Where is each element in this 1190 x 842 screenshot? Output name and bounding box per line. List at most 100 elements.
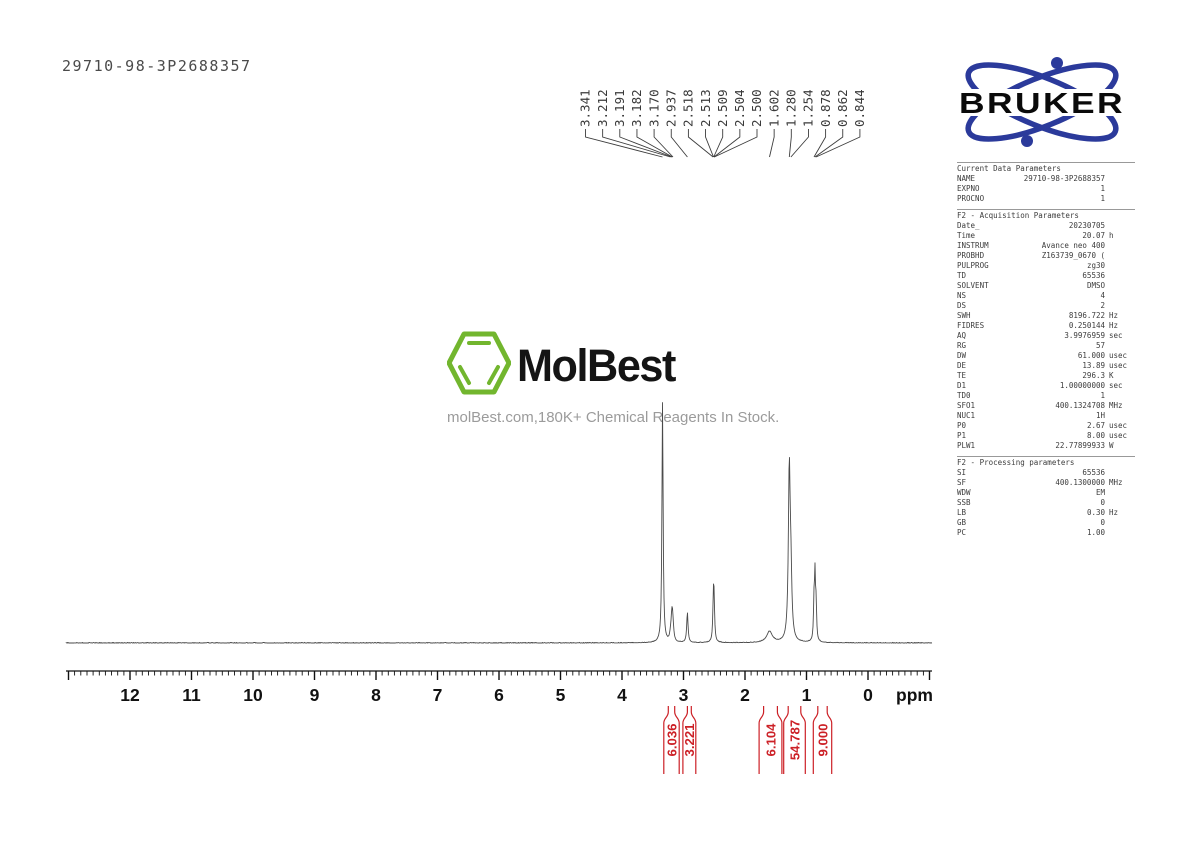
param-label: SWH [957, 311, 971, 320]
param-row: NS 4 [957, 291, 1135, 301]
integral-right-delimiter [800, 706, 806, 774]
param-label: PULPROG [957, 261, 989, 270]
leader-line [619, 129, 672, 158]
axis-tick-label: 11 [182, 685, 201, 705]
leader-line [813, 129, 827, 158]
peak-label-leader-lines [585, 129, 861, 158]
leader-line [602, 129, 671, 158]
param-section-header: F2 - Processing parameters [957, 458, 1075, 467]
param-row: PLW1 22.77899933 W [957, 441, 1135, 451]
leader-line [814, 129, 844, 158]
param-section: F2 - Acquisition Parameters Date_ 20230705… [957, 209, 1135, 451]
param-value: 29710-98-3P2688357 [1023, 174, 1105, 183]
param-value: 13.89 [1082, 361, 1105, 370]
param-row: LB 0.30 Hz [957, 508, 1135, 518]
param-label: RG [957, 341, 967, 350]
integral-right-delimiter [776, 706, 783, 774]
param-row: TE 296.3 K [957, 371, 1135, 381]
integral-right-delimiter [826, 706, 833, 774]
bruker-ellipses-icon [965, 62, 1119, 142]
axis-tick-label: 9 [310, 685, 320, 705]
integral-left-delimiter [682, 706, 688, 774]
param-label: TD [957, 271, 967, 280]
molbest-watermark: MolBest molBest.com,180K+ Chemical Reage… [447, 329, 779, 426]
leader-line [714, 129, 758, 158]
param-label: PC [957, 528, 967, 537]
param-label: GB [957, 518, 967, 527]
param-label: SF [957, 478, 967, 487]
integral-left-delimiter [812, 706, 819, 774]
axis-tick-label: 8 [371, 685, 381, 705]
peak-label: 2.937 [664, 89, 679, 127]
peak-label: 0.862 [835, 89, 850, 127]
integral-right-delimiter [690, 706, 697, 774]
peak-label-texts: 3.341 3.212 3.191 3.182 3.170 2.937 2.518 2.513… [578, 89, 867, 127]
param-row: FIDRES 0.250144 Hz [957, 321, 1135, 331]
param-value: 3.9976959 [1064, 331, 1105, 340]
peak-label: 2.500 [749, 89, 764, 127]
param-value: 0 [1100, 518, 1105, 527]
bruker-dot-top [1051, 57, 1063, 69]
param-value: 296.3 [1082, 371, 1105, 380]
axis-tick-label: 7 [433, 685, 443, 705]
axis-tick-label: 12 [120, 685, 140, 705]
param-unit: sec [1109, 331, 1123, 340]
param-label: DE [957, 361, 967, 370]
param-section-header: Current Data Parameters [957, 164, 1061, 173]
param-unit: MHz [1109, 478, 1123, 487]
peak-label: 2.518 [681, 89, 696, 127]
param-unit: usec [1109, 361, 1128, 370]
param-value: 8196.722 [1068, 311, 1105, 320]
param-value: 61.000 [1077, 351, 1105, 360]
leader-line [788, 129, 792, 158]
integral-left-delimiter [783, 706, 789, 774]
integral-annotations: 6.036 3.221 6.104 54.787 9.000 [663, 706, 833, 774]
bruker-logo: BRUKER [959, 57, 1124, 147]
param-label: Date_ [957, 221, 980, 230]
parameters-panel: Current Data Parameters NAME 29710-98-3P26… [957, 162, 1135, 538]
integral-right-delimiter [674, 706, 680, 774]
param-row: AQ 3.9976959 sec [957, 331, 1135, 341]
peak-label: 3.191 [612, 89, 627, 127]
peak-label: 3.182 [629, 89, 644, 127]
param-row: Time 20.07 h [957, 231, 1135, 241]
leader-line [585, 129, 663, 158]
spectrum-trace [65, 402, 933, 644]
integral-value: 9.000 [815, 723, 830, 756]
param-value: 65536 [1082, 271, 1105, 280]
param-unit: usec [1109, 421, 1128, 430]
param-row: DE 13.89 usec [957, 361, 1135, 371]
param-unit: usec [1109, 351, 1128, 360]
leader-line [687, 129, 714, 158]
peak-label: 1.280 [784, 89, 799, 127]
leader-line [670, 129, 688, 158]
leader-line [636, 129, 673, 158]
param-label: SOLVENT [957, 281, 989, 290]
param-unit: Hz [1109, 508, 1119, 517]
param-section: Current Data Parameters NAME 29710-98-3P26… [957, 162, 1135, 204]
axis-tick-label: 2 [740, 685, 750, 705]
param-row: PULPROG zg30 [957, 261, 1135, 271]
leader-line [769, 129, 775, 158]
leader-line [705, 129, 714, 158]
param-row: NUC1 1H [957, 411, 1135, 421]
param-label: TE [957, 371, 967, 380]
param-label: PROCNO [957, 194, 985, 203]
param-section: F2 - Processing parameters SI 65536 SF 400.1… [957, 456, 1135, 538]
param-value: EM [1095, 488, 1105, 497]
param-value: 1.00 [1086, 528, 1105, 537]
bruker-text-band [960, 89, 1124, 116]
param-label: Time [957, 231, 976, 240]
integral-value: 54.787 [787, 720, 802, 760]
param-value: 2 [1100, 301, 1105, 310]
param-value: 65536 [1082, 468, 1105, 477]
param-unit: sec [1109, 381, 1123, 390]
integral-value: 6.104 [763, 723, 778, 757]
leader-line [653, 129, 674, 158]
axis-tick-label: 4 [617, 685, 627, 705]
param-row: SSB 0 [957, 498, 1135, 508]
param-value: zg30 [1086, 261, 1105, 270]
param-value: 400.1300000 [1055, 478, 1105, 487]
param-value: 20230705 [1068, 221, 1105, 230]
